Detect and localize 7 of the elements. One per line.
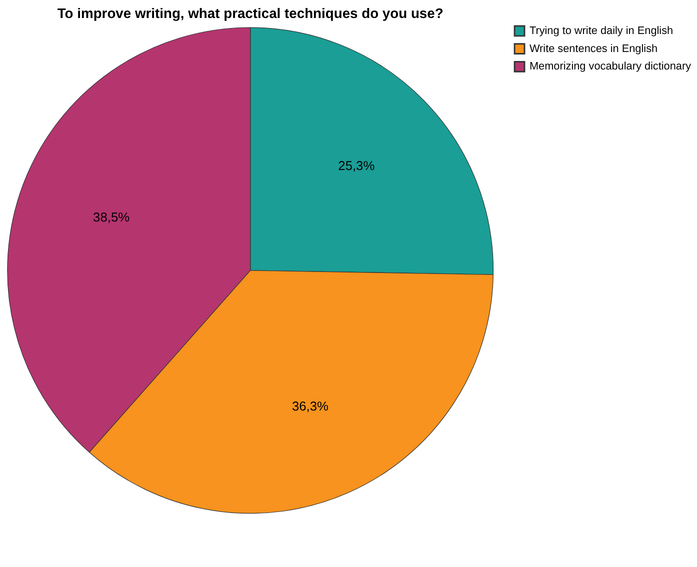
legend-label: Trying to write daily in English	[529, 24, 674, 37]
data-label: 25,3%	[338, 158, 375, 174]
chart-title: To improve writing, what practical techniques do you use?	[57, 5, 444, 22]
legend-label: Write sentences in English	[529, 42, 658, 55]
data-label: 36,3%	[292, 398, 328, 414]
data-label: 38,5%	[93, 210, 130, 225]
legend-label: Memorizing vocabulary dictionary	[529, 60, 692, 73]
